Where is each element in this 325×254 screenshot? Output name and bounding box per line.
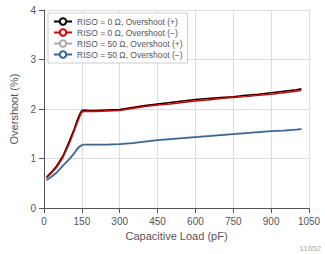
svg-text:11652: 11652 — [299, 244, 321, 253]
svg-text:Capacitive Load (pF): Capacitive Load (pF) — [125, 230, 227, 242]
svg-text:2: 2 — [30, 104, 36, 115]
svg-text:RISO = 0 Ω, Overshoot (+): RISO = 0 Ω, Overshoot (+) — [77, 17, 178, 27]
svg-text:Overshoot (%): Overshoot (%) — [8, 74, 20, 145]
svg-text:RISO = 0 Ω, Overshoot (−): RISO = 0 Ω, Overshoot (−) — [77, 28, 178, 38]
svg-text:RISO = 50 Ω, Overshoot (−): RISO = 50 Ω, Overshoot (−) — [77, 50, 183, 60]
svg-text:0: 0 — [30, 203, 36, 214]
svg-text:600: 600 — [187, 216, 204, 227]
svg-text:1: 1 — [30, 153, 36, 164]
svg-text:4: 4 — [30, 5, 36, 16]
svg-text:RISO = 50 Ω, Overshoot (+): RISO = 50 Ω, Overshoot (+) — [77, 39, 183, 49]
svg-text:1050: 1050 — [298, 216, 321, 227]
svg-text:0: 0 — [41, 216, 47, 227]
svg-text:150: 150 — [74, 216, 91, 227]
svg-text:450: 450 — [149, 216, 166, 227]
svg-text:3: 3 — [30, 54, 36, 65]
svg-text:300: 300 — [111, 216, 128, 227]
svg-text:750: 750 — [225, 216, 242, 227]
svg-text:900: 900 — [263, 216, 280, 227]
